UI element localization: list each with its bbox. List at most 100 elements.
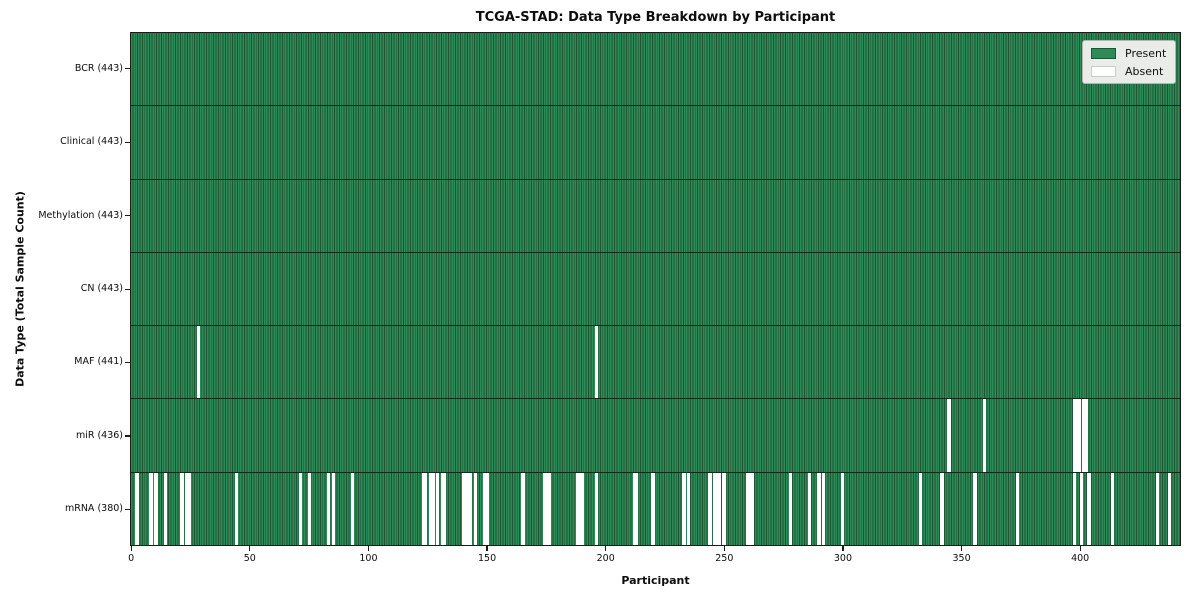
absent-cell [149,472,153,545]
heatmap-row-Clinical [131,106,1180,180]
absent-cell [947,399,951,472]
absent-cell [982,399,987,472]
x-tick-mark [486,546,488,551]
absent-cell [580,472,584,545]
x-tick-label-0: 0 [128,553,135,564]
y-tick-mark [125,215,130,217]
legend-entry-present: Present [1091,47,1169,60]
absent-cell [1075,399,1079,472]
absent-cell [464,472,468,545]
x-tick-label-400: 400 [1071,553,1090,564]
absent-cell [686,472,691,545]
absent-cell [1077,399,1082,472]
legend-label-absent: Absent [1125,64,1164,78]
absent-cell [421,472,426,545]
legend-label-present: Present [1125,46,1167,60]
absent-cell [308,472,312,545]
absent-cell [234,472,239,545]
absent-cell [440,472,445,545]
x-tick-mark [723,546,725,551]
x-tick-label-150: 150 [477,553,497,564]
plot-area [130,32,1181,546]
absent-cell [919,472,923,545]
heatmap-row-mRNA [131,472,1180,545]
absent-cell [135,472,139,545]
absent-cell [462,472,466,545]
y-tick-mark [125,435,130,437]
chart-title: TCGA-STAD: Data Type Breakdown by Partic… [475,10,836,25]
absent-cell [748,472,752,545]
absent-cell [632,472,636,545]
absent-cell [428,472,433,545]
absent-cell [717,472,722,545]
absent-cell [187,472,191,545]
absent-cell [483,472,487,545]
x-tick-mark [842,546,844,551]
x-tick-mark [605,546,607,551]
y-tick-label-MAF: MAF (441) [74,356,123,368]
absent-cell [469,472,473,545]
absent-cell [331,472,336,545]
absent-cell [578,472,582,545]
absent-cell [973,472,977,545]
absent-cell [180,472,184,545]
absent-cell [1084,399,1089,472]
x-tick-label-100: 100 [359,553,378,564]
absent-cell [788,472,793,545]
absent-cell [542,472,546,545]
absent-cell [298,472,302,545]
absent-cell [184,472,189,545]
x-tick-label-200: 200 [596,553,615,564]
absent-cell [327,472,331,545]
absent-cell [163,472,167,545]
x-tick-mark [1079,546,1081,551]
absent-cell [443,472,447,545]
absent-cell [1082,399,1086,472]
y-tick-label-Clinical: Clinical (443) [60,136,123,148]
heatmap-row-Methylation [131,180,1180,253]
absent-cell [722,472,726,545]
absent-cell [1072,472,1077,545]
x-tick-mark [960,546,963,551]
present-swatch-icon [1091,47,1116,59]
heatmap-row-MAF [131,326,1180,400]
absent-cell [1155,472,1160,545]
x-tick-label-300: 300 [833,553,852,564]
absent-swatch-icon [1091,65,1116,77]
absent-cell [840,472,845,545]
absent-cell [154,472,158,545]
x-tick-mark [249,546,251,551]
x-tick-label-350: 350 [952,553,971,564]
x-tick-label-250: 250 [715,553,734,564]
absent-cell [821,472,826,545]
heatmap-row-BCR [131,33,1180,107]
x-tick-mark [367,546,370,551]
absent-cell [544,472,549,545]
absent-cell [473,472,478,545]
y-tick-label-miR: miR (436) [75,429,123,441]
absent-cell [1016,472,1020,545]
heatmap-row-miR [131,399,1180,473]
absent-cell [424,472,428,545]
y-tick-mark [125,361,130,364]
absent-cell [634,472,639,545]
absent-cell [466,472,471,545]
absent-cell [746,472,750,545]
legend: Present Absent [1082,40,1176,84]
y-tick-label-CN: CN (443) [80,283,123,294]
absent-cell [750,472,755,545]
absent-cell [682,472,686,545]
absent-cell [817,472,821,545]
absent-cell [1167,472,1172,545]
x-tick-label-50: 50 [243,553,256,564]
y-tick-mark [125,141,130,143]
absent-cell [575,472,580,545]
absent-cell [708,472,712,545]
absent-cell [807,472,812,545]
legend-entry-absent: Absent [1091,65,1169,78]
absent-cell [1080,472,1084,545]
x-tick-mark [130,546,132,551]
y-tick-mark [125,68,130,70]
absent-cell [547,472,551,545]
absent-cell [1087,472,1091,545]
